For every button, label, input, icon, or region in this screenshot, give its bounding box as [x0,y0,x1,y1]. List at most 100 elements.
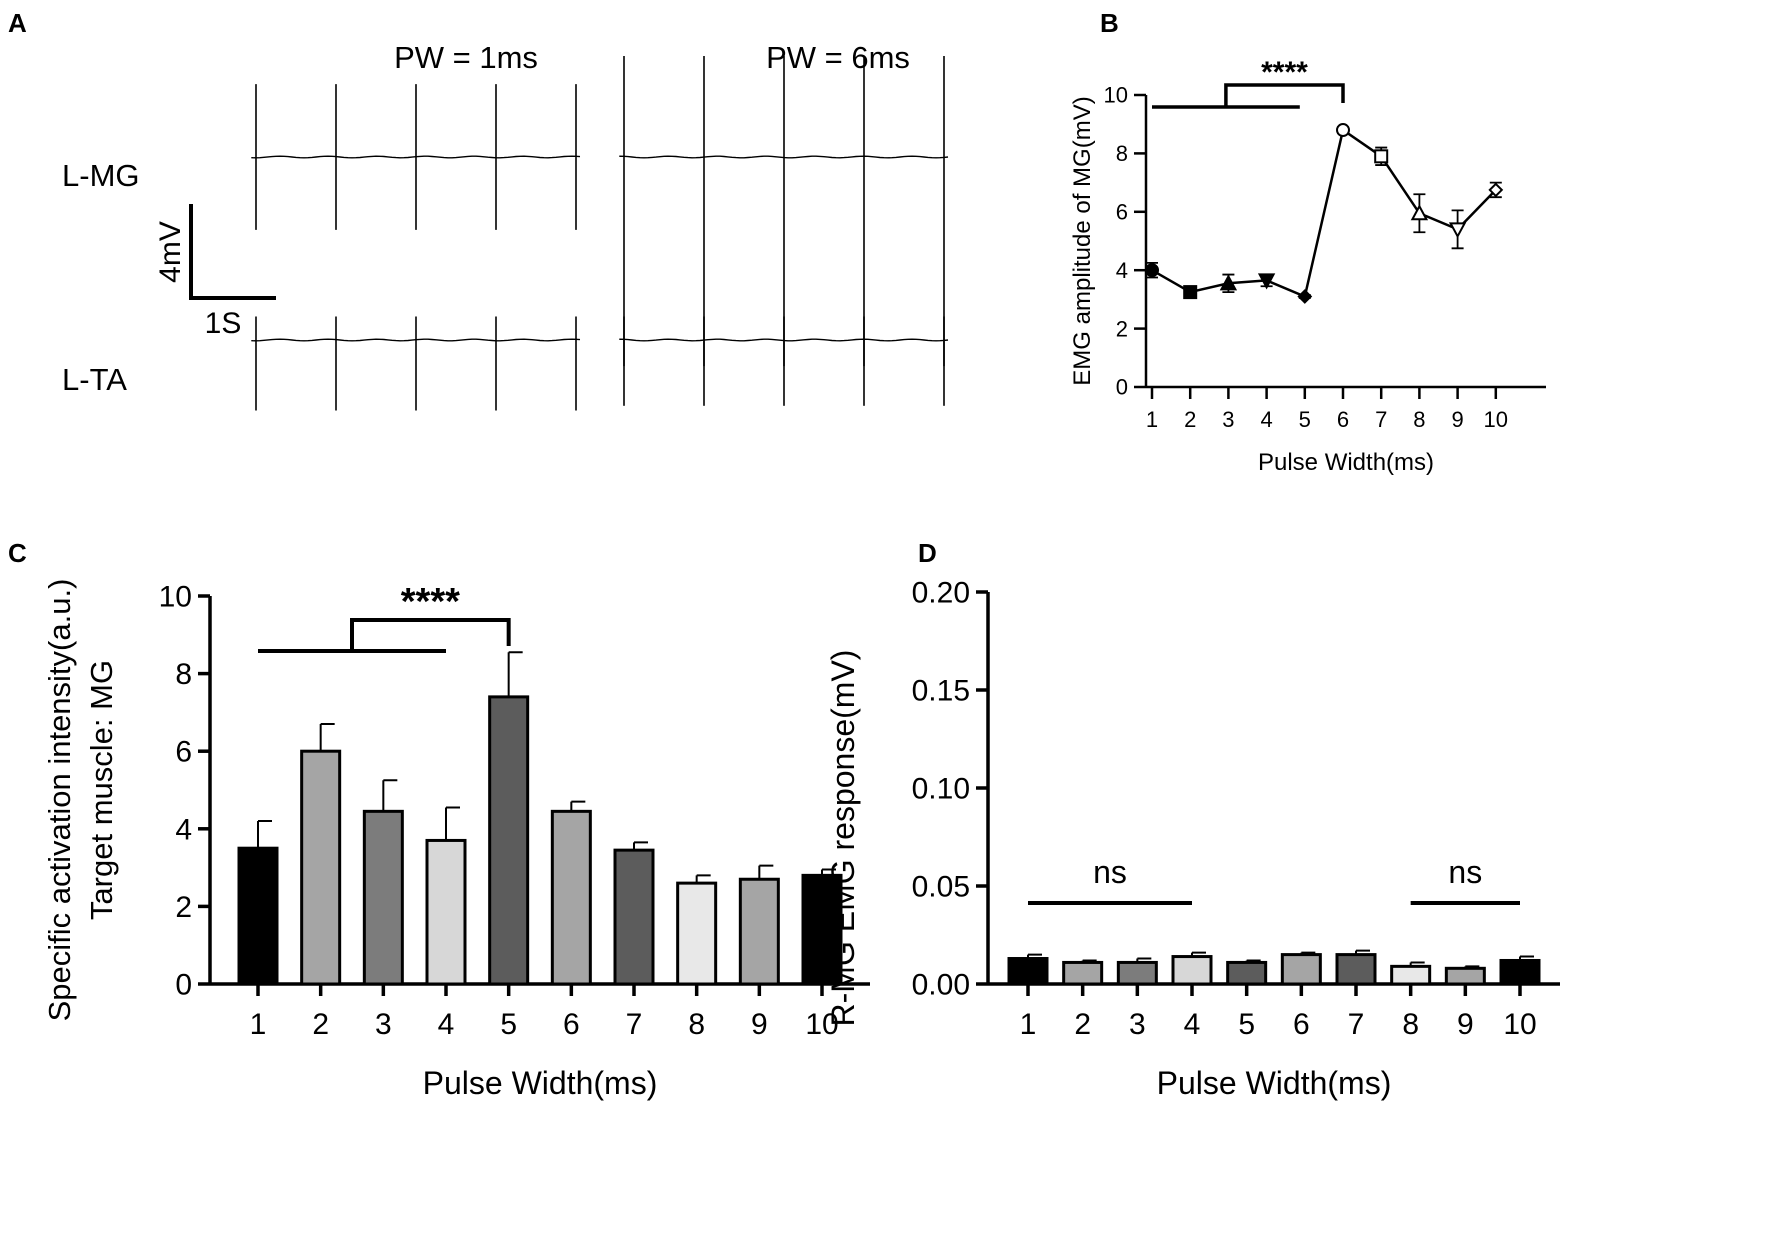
panel-d-y-tick-label: 0.00 [912,969,970,1002]
panel-d-error-bar-6 [1300,951,1316,955]
panel-c-x-tick-label: 5 [500,1008,517,1041]
panel-b-x-tick-label: 7 [1375,407,1387,432]
panel-b-y-tick-label: 0 [1116,375,1128,400]
panel-b-y-tick-label: 2 [1116,316,1128,341]
panel-b-point-10 [1488,182,1504,198]
panel-d-error-bar-4 [1191,951,1206,957]
panel-c-error-bar-10 [821,868,836,876]
panel-b-x-tick-label: 2 [1184,407,1196,432]
panel-d-error-bar-10 [1519,955,1534,961]
panel-d-x-axis-label: Pulse Width(ms) [1157,1065,1392,1101]
panel-d-x-tick-label: 3 [1129,1008,1146,1041]
panel-b-x-tick-label: 9 [1451,407,1463,432]
panel-d-bar-1 [1007,957,1049,986]
panel-a-traces: PW = 1ms PW = 6ms L-MG L-TA 4mV 1S [62,40,949,411]
panel-d-bar-7 [1335,953,1377,986]
panel-b-significance-label: **** [1261,56,1308,89]
panel-d-bar-8 [1390,964,1432,986]
panel-c-x-tick-label: 4 [438,1008,455,1041]
panel-label-b: B [1100,8,1119,38]
trace-l-ta-pw6 [619,338,949,342]
panel-c-error-bar-3 [382,779,398,812]
panel-c-bar-6 [550,809,592,986]
panel-d-error-bar-3 [1136,957,1152,963]
panel-d-x-tick-label: 9 [1457,1008,1474,1041]
panel-c-bar-2 [300,749,342,986]
panel-b-point-3 [1219,274,1238,291]
panel-b-x-tick-label: 4 [1260,407,1272,432]
panel-d-error-bar-8 [1409,961,1425,967]
panel-c-error-bar-7 [633,841,648,851]
panel-d-y-tick-label: 0.20 [912,577,970,610]
panel-d-ns-label-1: ns [1093,854,1127,890]
panel-c-y-axis-label-line2: Target muscle: MG [84,660,119,920]
panel-d-error-bar-7 [1355,949,1370,955]
panel-b-point-4 [1257,273,1276,290]
panel-c-significance-bracket [350,618,511,651]
panel-d-y-tick-label: 0.15 [912,675,970,708]
panel-d-y-axis-label: R-MG EMG response(mV) [825,650,861,1027]
panel-c-x-tick-label: 1 [250,1008,267,1041]
panel-d-bar-5 [1226,960,1268,986]
trace-l-mg-pw6 [619,155,949,159]
panel-b-y-axis-label: EMG amplitude of MG(mV) [1069,96,1096,385]
panel-d-x-tick-label: 7 [1348,1008,1365,1041]
panel-c-error-bar-5 [507,651,523,697]
panel-d-error-bar-2 [1081,959,1097,963]
panel-c-error-bar-4 [445,806,460,841]
panel-c-error-bar-9 [758,864,774,880]
panel-d-bar-chart: 0.00 0.05 0.10 0.15 0.20 1 2 3 4 5 6 7 8 9 10 Pulse Wid… [825,577,1560,1101]
panel-c-x-tick-label: 9 [751,1008,768,1041]
panel-d-x-tick-label: 2 [1074,1008,1091,1041]
panel-c-x-tick-label: 3 [375,1008,392,1041]
panel-b-y-tick-label: 10 [1104,83,1128,108]
panel-c-y-tick-label: 0 [175,969,192,1002]
scale-bar-vertical-label: 4mV [154,221,187,283]
panel-d-x-tick-label: 10 [1503,1008,1536,1041]
panel-c-bar-5 [488,695,530,986]
panel-d-bar-10 [1499,958,1541,986]
panel-b-y-tick-label: 8 [1116,141,1128,166]
panel-c-y-tick-label: 10 [159,581,192,614]
panel-c-x-tick-label: 6 [563,1008,580,1041]
panel-b-x-tick-label: 6 [1337,407,1349,432]
panel-c-bar-4 [425,838,467,986]
panel-c-y-tick-label: 8 [175,658,192,691]
panel-label-d: D [918,538,937,568]
panel-d-x-tick-label: 8 [1402,1008,1419,1041]
panel-d-x-tick-label: 6 [1293,1008,1310,1041]
panel-d-bar-3 [1116,960,1158,986]
panel-d-bar-4 [1171,955,1213,986]
panel-b-series-line [1151,127,1497,299]
panel-d-bar-6 [1280,953,1322,986]
trace-label-lmg: L-MG [62,158,140,193]
panel-c-bar-3 [362,809,404,986]
panel-c-bar-8 [676,881,718,986]
panel-d-x-tick-label: 5 [1238,1008,1255,1041]
panel-b-x-tick-label: 8 [1413,407,1425,432]
panel-c-significance-label: **** [401,581,460,623]
panel-b-point-7 [1374,149,1389,164]
trace-l-ta-pw1 [251,338,581,342]
panel-d-bar-2 [1062,960,1104,986]
panel-c-error-bar-2 [319,723,335,752]
scale-bar-horizontal-label: 1S [205,307,242,340]
panel-d-error-bar-9 [1464,965,1480,969]
condition-label-pw1: PW = 1ms [394,40,538,75]
panel-c-y-tick-label: 2 [175,891,192,924]
panel-c-bar-1 [237,846,279,986]
panel-b-x-tick-label: 10 [1484,407,1508,432]
panel-d-bar-9 [1444,966,1486,986]
panel-c-bar-7 [613,848,655,986]
panel-c-y-tick-label: 6 [175,736,192,769]
panel-c-y-tick-label: 4 [175,813,192,846]
panel-d-x-tick-label: 4 [1184,1008,1201,1041]
panel-b-point-2 [1183,285,1198,300]
panel-d-error-bar-5 [1245,959,1261,963]
panel-d-y-tick-label: 0.10 [912,773,970,806]
trace-label-lta: L-TA [62,362,127,397]
panel-d-x-tick-label: 1 [1020,1008,1037,1041]
panel-d-y-tick-label: 0.05 [912,871,970,904]
